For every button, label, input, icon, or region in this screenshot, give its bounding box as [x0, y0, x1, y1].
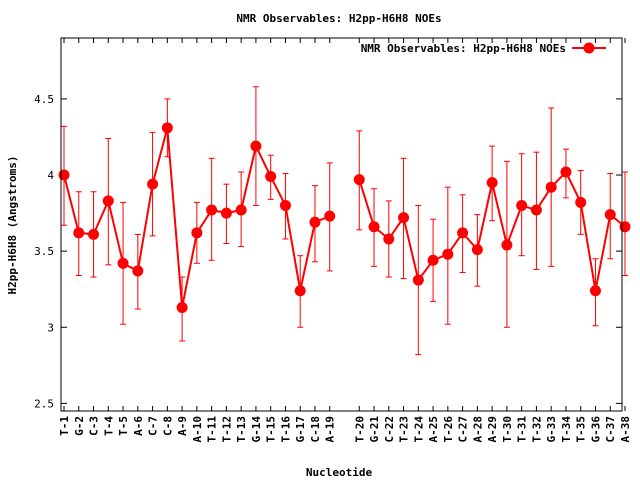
y-tick-label: 3.5 [34, 245, 54, 258]
data-point [235, 204, 247, 216]
data-point [206, 204, 218, 216]
x-tick-label: T-30 [501, 416, 514, 443]
data-point [604, 209, 616, 221]
data-point [501, 239, 513, 251]
x-tick-label: T-34 [560, 416, 573, 443]
chart-title: NMR Observables: H2pp-H6H8 NOEs [236, 12, 441, 25]
x-tick-label: T-31 [516, 416, 529, 443]
data-point [353, 174, 365, 186]
x-tick-label: T-12 [220, 416, 233, 443]
y-tick-label: 2.5 [34, 397, 54, 410]
y-tick-label: 3 [47, 321, 54, 334]
x-tick-label: T-32 [530, 416, 543, 443]
x-tick-label: A-10 [191, 416, 204, 443]
plot-area: T-1 G-2 C-3 T-4 T-5 A-6 C-7 C-8 A-9 A-10 T-11 T-12 T… [34, 37, 632, 443]
data-point [265, 171, 277, 183]
x-tick-label: T-35 [575, 416, 588, 443]
data-point [398, 212, 410, 224]
data-point [442, 248, 454, 260]
data-point [530, 204, 542, 216]
x-tick-label: C-37 [604, 416, 617, 443]
x-tick-label: A-38 [619, 416, 632, 443]
data-point [486, 177, 498, 189]
data-point [176, 301, 188, 313]
x-tick-label: A-25 [427, 416, 440, 443]
x-tick-label: G-17 [294, 416, 307, 443]
x-tick-label: G-2 [73, 416, 86, 436]
plot-frame [60, 37, 623, 412]
data-point [516, 199, 528, 211]
x-tick-label: G-36 [589, 416, 602, 443]
data-point [457, 227, 469, 239]
x-tick-label: T-13 [235, 416, 248, 443]
data-point [471, 244, 483, 256]
x-tick-label: A-9 [176, 416, 189, 436]
x-tick-label: T-1 [58, 416, 71, 436]
x-tick-label: A-29 [486, 416, 499, 443]
x-tick-label: C-18 [309, 416, 322, 443]
legend: NMR Observables: H2pp-H6H8 NOEs [361, 42, 606, 55]
x-tick-label: G-33 [545, 416, 558, 443]
data-point [575, 196, 587, 208]
data-point [220, 207, 232, 219]
x-tick-label: T-11 [206, 416, 219, 443]
data-point [191, 227, 203, 239]
x-tick-label: T-4 [102, 416, 115, 436]
x-axis-label: Nucleotide [306, 466, 373, 479]
x-tick-label: T-24 [412, 416, 425, 443]
x-tick-label: A-19 [324, 416, 337, 443]
x-tick-label: C-27 [457, 416, 470, 443]
data-point [545, 181, 557, 193]
data-point [58, 169, 70, 181]
x-tick-label: A-6 [132, 416, 145, 436]
data-point [161, 122, 173, 134]
data-point [383, 233, 395, 245]
x-tick-label: G-14 [250, 416, 263, 443]
x-tick-label: T-23 [398, 416, 411, 443]
legend-label: NMR Observables: H2pp-H6H8 NOEs [361, 42, 566, 55]
x-tick-label: C-7 [147, 416, 160, 436]
legend-marker-swatch [583, 42, 595, 54]
data-point [368, 221, 380, 233]
data-point [279, 199, 291, 211]
data-point [294, 285, 306, 297]
data-point [324, 210, 336, 222]
x-tick-label: T-5 [117, 416, 130, 436]
data-point [147, 178, 159, 190]
data-point [427, 254, 439, 266]
data-point [132, 265, 144, 277]
y-tick-label: 4 [47, 169, 54, 182]
x-tick-label: T-16 [279, 416, 292, 443]
y-axis-label: H2pp-H6H8 (Angstroms) [6, 155, 19, 294]
x-tick-label: T-26 [442, 416, 455, 443]
data-point [250, 140, 262, 152]
data-point [412, 274, 424, 286]
x-tick-label: C-3 [88, 416, 101, 436]
data-point [73, 227, 85, 239]
x-tick-label: C-8 [161, 416, 174, 436]
y-tick-label: 4.5 [34, 93, 54, 106]
x-tick-label: G-21 [368, 416, 381, 443]
data-point [102, 195, 114, 207]
x-tick-label: T-20 [353, 416, 366, 443]
x-tick-label: T-15 [265, 416, 278, 443]
data-point [619, 221, 631, 233]
data-point [560, 166, 572, 178]
x-tick-label: A-28 [471, 416, 484, 443]
data-point [589, 285, 601, 297]
data-point [88, 228, 100, 240]
data-point [117, 257, 129, 269]
data-point [309, 216, 321, 228]
x-tick-label: C-22 [383, 416, 396, 443]
